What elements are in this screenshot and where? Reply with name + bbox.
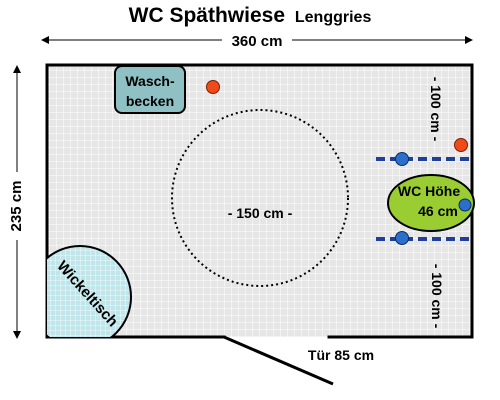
title-sub: Lenggries [295, 9, 372, 26]
clearance-top-label: - 100 cm - [428, 77, 444, 142]
wc-label-1: WC Höhe [398, 183, 460, 199]
sink-label-line1: Wasch- [125, 73, 175, 89]
door-leaf [223, 335, 334, 386]
turning-circle-label: - 150 cm - [228, 205, 293, 221]
sink [114, 65, 186, 114]
changing-table [47, 245, 132, 337]
width-label: 360 cm [232, 33, 283, 50]
turning-circle [171, 109, 349, 287]
clearance-bottom-label: - 100 cm - [429, 264, 445, 329]
grab-bar-top-dot [395, 152, 409, 166]
door-label: Tür 85 cm [308, 347, 374, 363]
wc-red-dot [454, 138, 468, 152]
sink-label-2: becken [126, 93, 174, 109]
sink-label: Wasch- [125, 73, 175, 89]
wc-label-2: 46 cm [418, 203, 458, 219]
height-label: 235 cm [8, 181, 25, 232]
changing-table-group [47, 245, 132, 337]
title: WC Späthwiese Lenggries [129, 4, 372, 27]
wc-flush-dot [458, 198, 472, 212]
sink-red-dot [206, 80, 220, 94]
wc-toilet [387, 174, 475, 232]
title-main: WC Späthwiese [129, 4, 285, 27]
wc-label-line1: WC Höhe [398, 183, 460, 199]
sink-label-line2: becken [126, 93, 174, 109]
wc-label-line2: 46 cm [418, 203, 458, 219]
grab-bar-bottom-dot [395, 231, 409, 245]
